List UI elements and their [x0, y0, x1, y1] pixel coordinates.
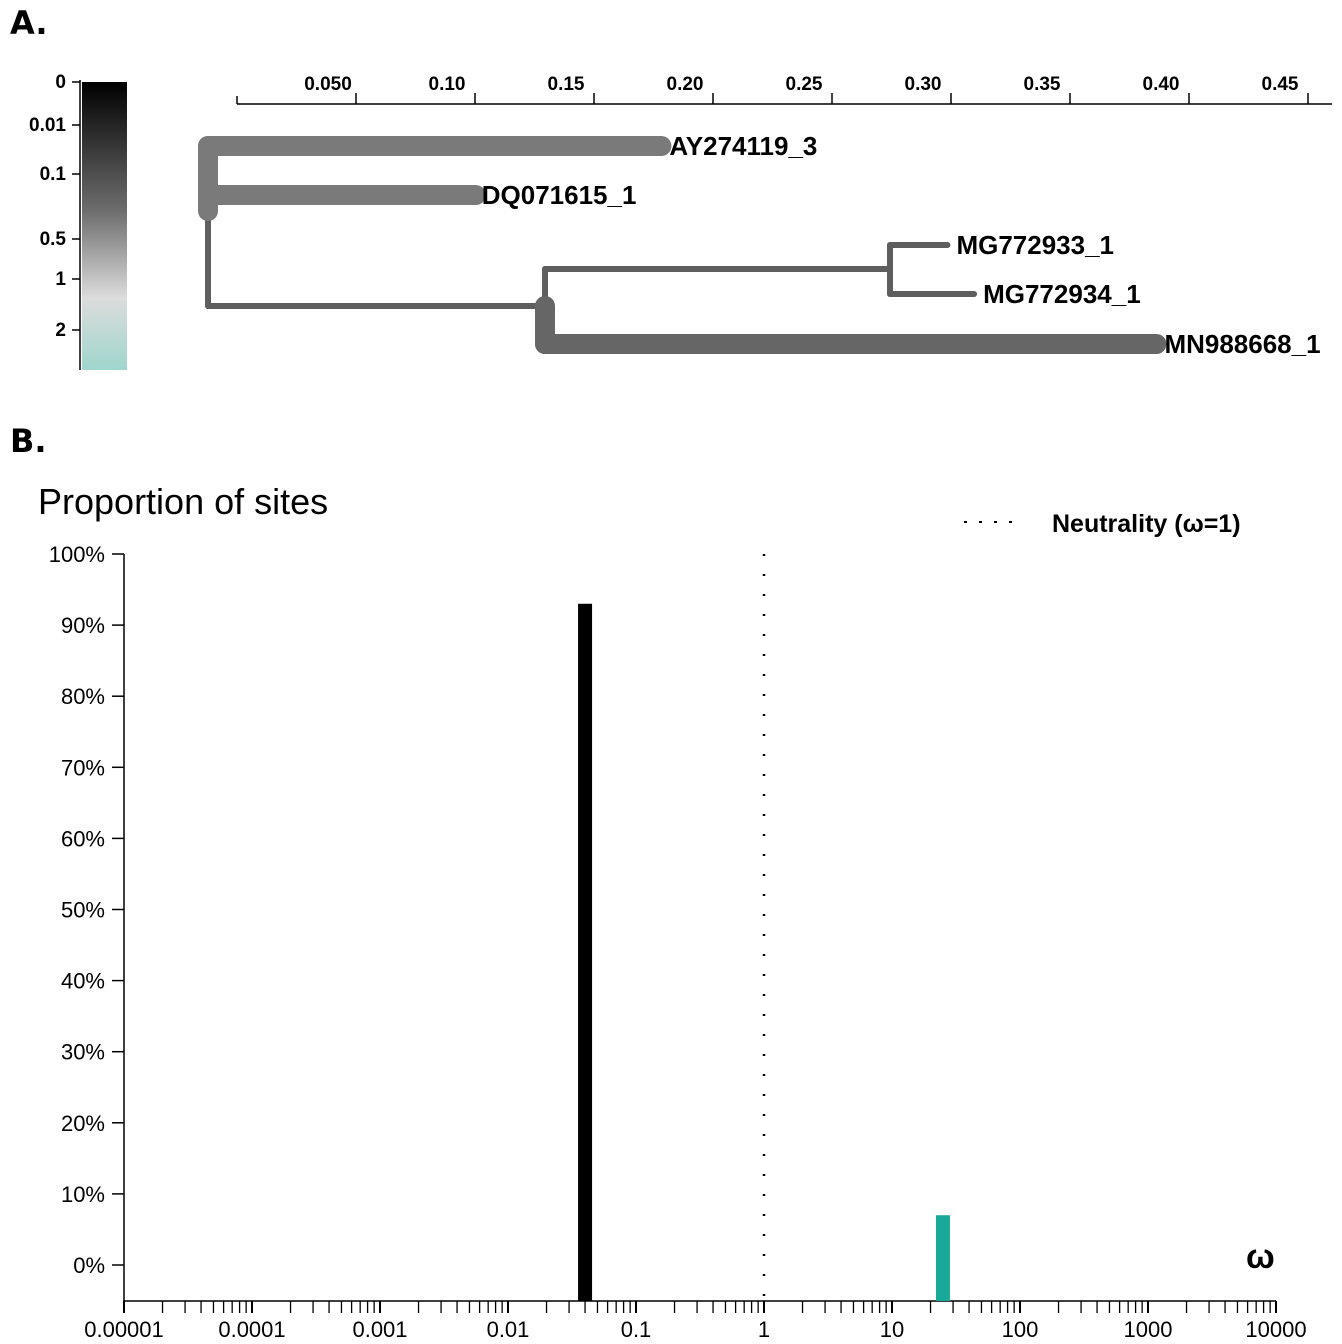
- tip-label: AY274119_3: [669, 131, 817, 161]
- x-axis-tick-label: 0.00001: [84, 1317, 164, 1342]
- panel-b-label: B.: [10, 422, 47, 460]
- x-axis-tick-label: 100: [1002, 1317, 1039, 1342]
- color-legend-tick-label: 0: [55, 72, 66, 93]
- phylogenetic-tree-chart: 0 0.01 0.1 0.5 1 2 0.050 0.10 0.15 0.20 0.25 0.30 0…: [29, 72, 1332, 370]
- legend-label: Neutrality (ω=1): [1052, 510, 1241, 538]
- scale-axis-tick-label: 0.35: [1024, 74, 1061, 95]
- omega-bar: [578, 603, 593, 1301]
- y-axis-tick-label: 50%: [61, 898, 105, 923]
- tip-label: DQ071615_1: [482, 180, 637, 210]
- tip-label: MG772934_1: [983, 279, 1141, 309]
- y-axis-tick-label: 40%: [61, 969, 105, 994]
- x-axis-tick-label: 0.1: [621, 1317, 652, 1342]
- color-legend-bar: [82, 82, 127, 370]
- x-axis-tick-label: 10000: [1245, 1317, 1306, 1342]
- color-legend-tick-label: 1: [55, 269, 66, 290]
- x-axis-label: ω: [1246, 1238, 1275, 1276]
- legend: Neutrality (ω=1): [964, 510, 1241, 538]
- color-legend-tick-label: 0.1: [40, 164, 67, 185]
- x-axis-tick-label: 10: [880, 1317, 904, 1342]
- y-axis-tick-label: 20%: [61, 1111, 105, 1136]
- scale-axis-tick-label: 0.20: [667, 74, 704, 95]
- scale-axis-tick-label: 0.30: [905, 74, 942, 95]
- omega-bar: [935, 1215, 950, 1301]
- y-axis-tick-label: 70%: [61, 755, 105, 780]
- y-axis-tick-label: 30%: [61, 1040, 105, 1065]
- tip-label: MG772933_1: [956, 230, 1114, 260]
- scale-axis-tick-label: 0.25: [786, 74, 823, 95]
- x-axis-tick-label: 0.0001: [218, 1317, 285, 1342]
- y-axis-tick-label: 10%: [61, 1182, 105, 1207]
- y-axis-tick-label: 60%: [61, 826, 105, 851]
- color-legend-tick-label: 0.5: [40, 229, 67, 250]
- color-legend-tick-label: 0.01: [29, 115, 66, 136]
- x-axis-tick-label: 1: [758, 1317, 770, 1342]
- scale-axis-tick-label: 0.10: [429, 74, 466, 95]
- y-axis-tick-label: 100%: [49, 542, 105, 567]
- scale-axis-tick-label: 0.40: [1143, 74, 1180, 95]
- y-axis-tick-label: 80%: [61, 684, 105, 709]
- tip-label: MN988668_1: [1164, 329, 1320, 359]
- panel-a-label: A.: [10, 4, 48, 42]
- x-axis-tick-label: 1000: [1124, 1317, 1173, 1342]
- scale-axis-tick-label: 0.050: [304, 74, 352, 95]
- y-axis-tick-label: 0%: [73, 1253, 105, 1278]
- x-axis-tick-label: 0.01: [487, 1317, 530, 1342]
- scale-axis-tick-label: 0.15: [548, 74, 585, 95]
- color-legend-tick-label: 2: [55, 320, 66, 341]
- y-axis-tick-label: 90%: [61, 613, 105, 638]
- scale-axis-tick-label: 0.45: [1262, 74, 1299, 95]
- omega-distribution-chart: Proportion of sites Neutrality (ω=1) 0% 1…: [38, 481, 1307, 1342]
- chart-title: Proportion of sites: [38, 481, 328, 522]
- x-axis-tick-label: 0.001: [352, 1317, 407, 1342]
